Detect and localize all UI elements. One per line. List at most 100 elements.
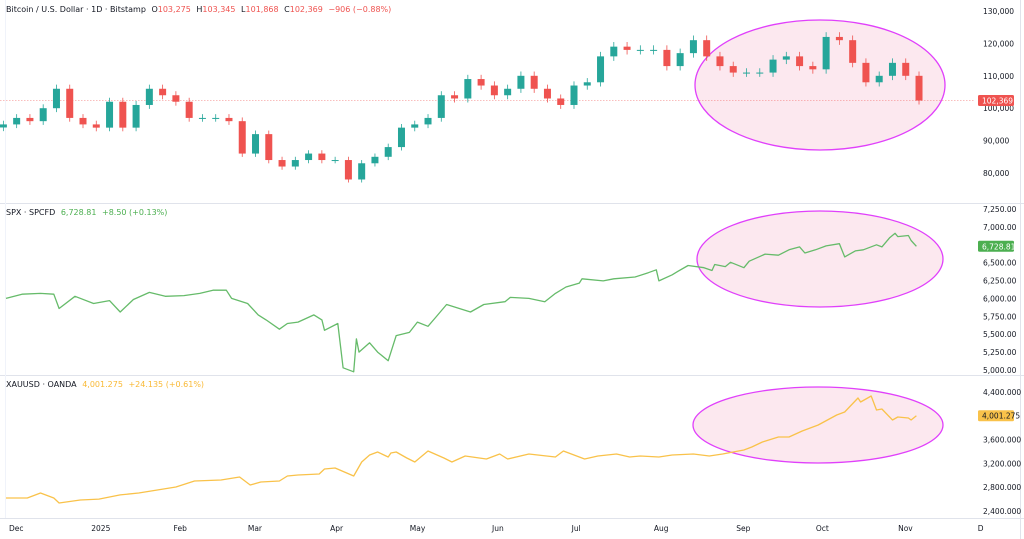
last-price-badge <box>978 410 1014 422</box>
candle <box>888 62 896 76</box>
candle <box>477 79 485 86</box>
x-tick-label: Jun <box>491 524 504 533</box>
gold-value: 4,001.275 <box>82 380 123 389</box>
candle <box>676 53 684 67</box>
candle <box>198 117 206 119</box>
y-tick-label: 6,250.00 <box>983 277 1017 286</box>
candle <box>145 88 153 105</box>
spx-value: 6,728.81 <box>60 208 97 217</box>
x-tick-label: Nov <box>898 524 913 533</box>
x-tick-label: Dec <box>9 524 24 533</box>
candle <box>862 62 870 83</box>
candle <box>384 147 392 157</box>
candle <box>835 36 843 41</box>
x-tick-label: Sep <box>736 524 750 533</box>
candle <box>543 88 551 99</box>
candle <box>650 49 658 51</box>
y-tick-label: 120,000 <box>983 39 1014 48</box>
y-tick-label: 7,250.00 <box>983 205 1017 214</box>
high-value: 103,345 <box>202 5 236 14</box>
gold-symbol-title[interactable]: XAUUSD · OANDA <box>6 380 77 389</box>
x-tick-label: Aug <box>654 524 669 533</box>
candle <box>490 85 498 96</box>
last-price-label: 102,369 <box>982 97 1013 106</box>
candle <box>119 101 127 128</box>
candle <box>159 88 167 96</box>
candle <box>849 40 857 63</box>
candle <box>915 75 923 101</box>
y-tick-label: 90,000 <box>983 137 1009 146</box>
highlight-ellipse <box>696 210 944 308</box>
candle <box>278 160 286 167</box>
candle <box>291 160 299 167</box>
candle <box>358 163 366 180</box>
y-tick-label: 2,400.000 <box>983 507 1021 516</box>
candle <box>769 59 777 73</box>
candle <box>451 95 459 99</box>
y-tick-label: 80,000 <box>983 169 1009 178</box>
x-tick-label: Feb <box>174 524 188 533</box>
open-label: O <box>151 5 158 14</box>
gold-line <box>6 395 917 504</box>
candle <box>517 75 525 89</box>
close-label: C <box>284 5 290 14</box>
candle <box>92 124 100 128</box>
candle <box>530 75 538 89</box>
candle <box>331 160 339 162</box>
spx-legend: SPX · SPCFD 6,728.81 +8.50 (+0.13%) <box>6 208 170 217</box>
candle <box>437 95 445 118</box>
y-tick-label: 130,000 <box>983 7 1014 16</box>
candle <box>464 79 472 99</box>
candle <box>636 49 644 51</box>
y-tick-label: 5,750.00 <box>983 312 1017 321</box>
candle <box>623 46 631 50</box>
candle <box>822 36 830 70</box>
gold-pane <box>6 395 917 504</box>
btc-legend: Bitcoin / U.S. Dollar · 1D · Bitstamp O1… <box>6 5 394 14</box>
candle <box>689 40 697 54</box>
y-tick-label: 5,250.00 <box>983 348 1017 357</box>
y-tick-label: 4,400.000 <box>983 388 1021 397</box>
y-tick-label: 6,500.00 <box>983 259 1017 268</box>
candle <box>212 117 220 119</box>
candle <box>318 153 326 161</box>
open-value: 103,275 <box>157 5 191 14</box>
candle <box>424 117 432 125</box>
spx-symbol-title[interactable]: SPX · SPCFD <box>6 208 56 217</box>
candle <box>0 124 7 128</box>
x-tick-label: Jul <box>571 524 581 533</box>
candle <box>782 56 790 60</box>
x-tick-label: Oct <box>816 524 829 533</box>
spx-pane <box>5 232 917 373</box>
candle <box>597 56 605 83</box>
y-tick-label: 110,000 <box>983 72 1014 81</box>
btc-symbol-title[interactable]: Bitcoin / U.S. Dollar · 1D · Bitstamp <box>6 5 146 14</box>
x-tick-label: Apr <box>330 524 344 533</box>
candle <box>743 72 751 74</box>
x-tick-label: D <box>978 524 984 533</box>
time-axis[interactable]: Dec 2025 Feb Mar Apr May Jun Jul Aug Sep Oct Nov D <box>9 524 984 533</box>
candle <box>79 117 87 125</box>
y-tick-label: 2,800.000 <box>983 483 1021 492</box>
candle <box>583 82 591 86</box>
y-tick-label: 100,000 <box>983 104 1014 113</box>
candle <box>225 117 233 122</box>
spx-line <box>5 232 917 373</box>
candle <box>809 66 817 70</box>
candle <box>610 46 618 57</box>
candle <box>238 121 246 154</box>
candle <box>132 104 140 128</box>
last-price-label: 6,728.81 <box>982 242 1016 251</box>
candle <box>265 134 273 161</box>
close-value: 102,369 <box>289 5 323 14</box>
last-price-badge <box>978 95 1014 107</box>
y-tick-label: 3,600.000 <box>983 436 1021 445</box>
last-price-label: 4,001.275 <box>982 412 1020 421</box>
y-tick-label: 5,500.00 <box>983 330 1017 339</box>
annotation-layer <box>692 19 946 464</box>
low-value: 101,868 <box>245 5 279 14</box>
candle <box>344 160 352 180</box>
price-axes[interactable]: 130,000 120,000 110,000 100,000 90,000 80,000… <box>978 7 1021 516</box>
candle <box>172 95 180 102</box>
